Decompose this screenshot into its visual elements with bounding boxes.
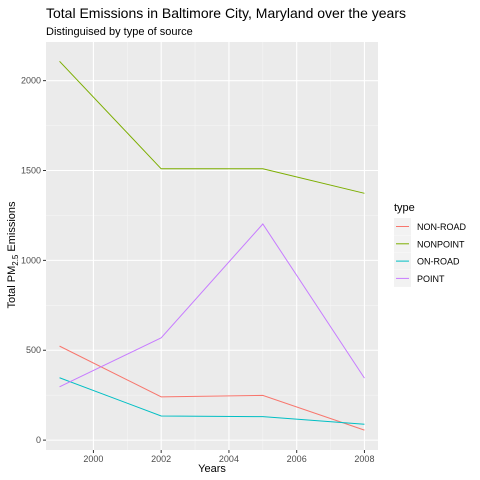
legend-item: NONPOINT <box>394 235 465 253</box>
legend-label: ON-ROAD <box>417 257 460 267</box>
legend-item: NON-ROAD <box>394 218 466 235</box>
legend: type NON-ROAD NONPOINT ON-ROAD POINT <box>394 202 466 287</box>
legend-label: NONPOINT <box>417 239 465 249</box>
y-tick-label: 0 <box>36 435 41 445</box>
series-line-nonpoint <box>59 60 365 194</box>
x-tick-label: 2008 <box>354 454 374 464</box>
plot-panel <box>46 42 378 450</box>
legend-item: ON-ROAD <box>394 252 460 270</box>
series-line-non-road <box>59 345 365 431</box>
minor-gridlines <box>46 42 378 450</box>
x-axis: 2000 2002 2004 2006 2008 <box>83 450 374 464</box>
series-line-on-road <box>59 377 365 425</box>
y-axis-title-tail: Emissions <box>6 201 18 255</box>
legend-label: POINT <box>417 274 445 284</box>
legend-title: type <box>394 202 415 214</box>
x-tick-label: 2000 <box>83 454 103 464</box>
y-tick-label: 1000 <box>21 255 41 265</box>
series-line-point <box>59 223 365 388</box>
y-axis-title-main: Total PM <box>6 266 18 309</box>
y-axis-title-subscript: 2.5 <box>11 254 20 266</box>
x-tick-label: 2004 <box>219 454 239 464</box>
y-axis: 0 500 1000 1500 2000 <box>21 76 46 445</box>
plot-background <box>46 42 378 450</box>
major-gridlines <box>46 42 378 450</box>
y-tick-label: 1500 <box>21 166 41 176</box>
chart-title: Total Emissions in Baltimore City, Maryl… <box>46 5 406 21</box>
chart-subtitle: Distinguised by type of source <box>46 26 193 38</box>
legend-item: POINT <box>394 269 445 287</box>
y-axis-title: Total PM2.5 Emissions <box>6 201 20 309</box>
series-lines <box>59 60 365 431</box>
legend-label: NON-ROAD <box>417 222 466 232</box>
x-axis-title: Years <box>198 463 226 475</box>
x-tick-label: 2006 <box>287 454 307 464</box>
y-tick-label: 2000 <box>21 76 41 86</box>
x-tick-label: 2002 <box>151 454 171 464</box>
y-tick-label: 500 <box>26 345 41 355</box>
legend-items: NON-ROAD NONPOINT ON-ROAD POINT <box>394 218 466 287</box>
